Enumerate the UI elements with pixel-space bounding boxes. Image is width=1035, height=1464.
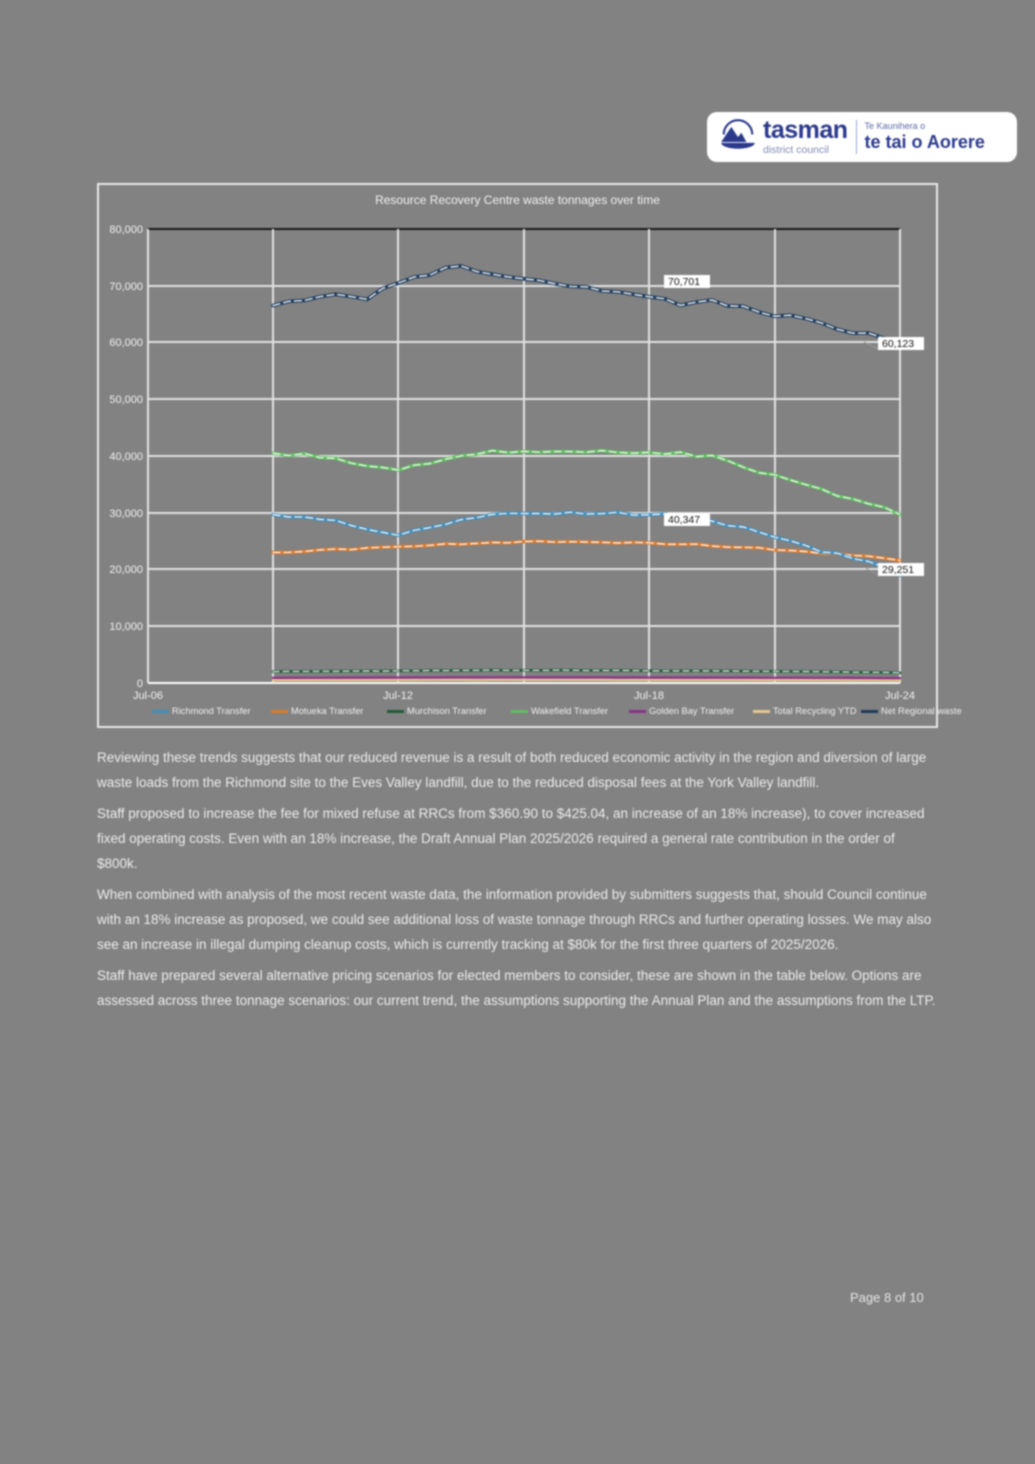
- svg-text:50,000: 50,000: [109, 394, 143, 406]
- svg-text:40,347: 40,347: [668, 514, 700, 526]
- svg-text:70,701: 70,701: [668, 276, 700, 288]
- svg-text:Jul-24: Jul-24: [885, 690, 915, 702]
- svg-text:60,000: 60,000: [109, 337, 143, 349]
- svg-text:10,000: 10,000: [109, 621, 143, 633]
- svg-text:0: 0: [137, 678, 143, 690]
- svg-text:Jul-18: Jul-18: [634, 690, 664, 702]
- svg-text:70,000: 70,000: [109, 281, 143, 293]
- svg-text:29,251: 29,251: [882, 564, 914, 576]
- svg-text:Jul-06: Jul-06: [133, 690, 163, 702]
- svg-text:40,000: 40,000: [109, 451, 143, 463]
- svg-text:80,000: 80,000: [109, 224, 143, 236]
- svg-text:20,000: 20,000: [109, 564, 143, 576]
- svg-text:Jul-12: Jul-12: [383, 690, 413, 702]
- svg-text:60,123: 60,123: [882, 338, 914, 350]
- svg-text:30,000: 30,000: [109, 508, 143, 520]
